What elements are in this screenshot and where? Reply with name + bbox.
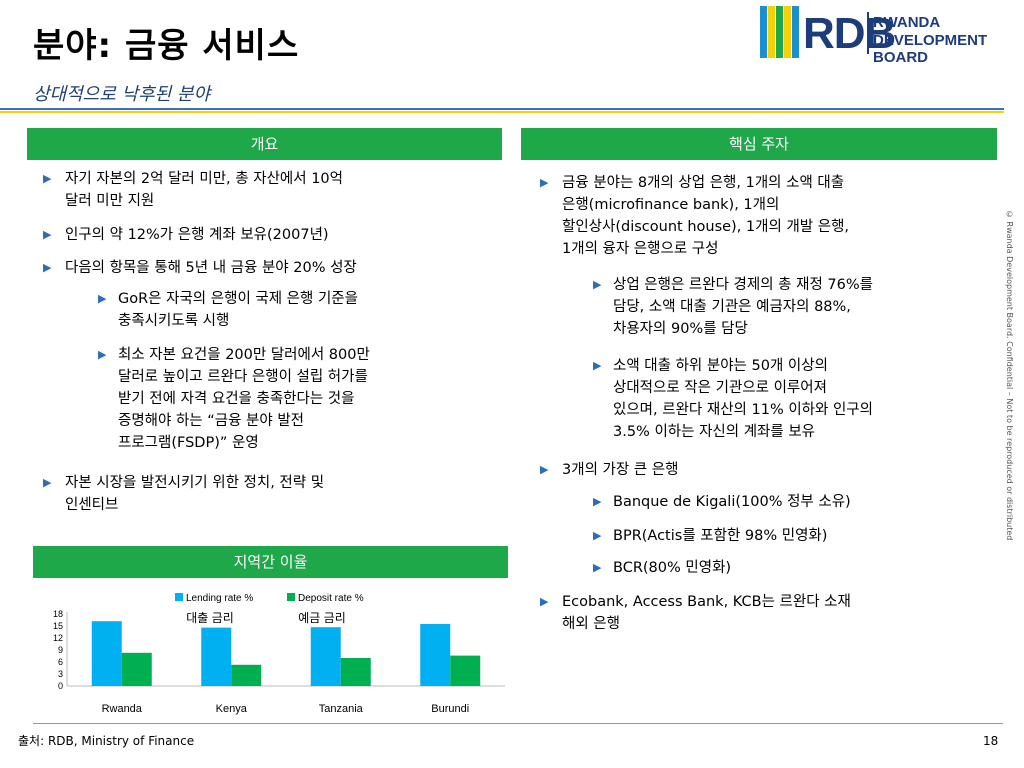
page-subtitle: 상대적으로 낙후된 분야 xyxy=(33,84,211,105)
bullet-arrow-icon: ▶ xyxy=(43,172,52,185)
bullet-arrow-icon: ▶ xyxy=(593,495,602,508)
bullet-arrow-icon: ▶ xyxy=(98,292,107,305)
left-bullet-1: ▶ 자기 자본의 2억 달러 미만, 총 자산에서 10억 달러 미만 지원 xyxy=(43,168,343,212)
y-tick-label: 3 xyxy=(58,669,63,679)
y-tick-label: 18 xyxy=(53,609,63,619)
right-subbullet-1: ▶ 상업 은행은 르완다 경제의 총 재정 76%를 담당, 소액 대출 기관은 … xyxy=(593,274,873,340)
right-subbullet-5: ▶ BCR(80% 민영화) xyxy=(593,557,731,579)
logo-line1: RWANDA xyxy=(873,14,941,31)
left-subbullet-2: ▶ 최소 자본 요건을 200만 달러에서 800만 달러로 높이고 르완다 은행… xyxy=(98,344,370,454)
left-bullet-2: ▶ 인구의 약 12%가 은행 계좌 보유(2007년) xyxy=(43,224,329,246)
source-note: 출처: RDB, Ministry of Finance xyxy=(18,734,195,748)
bar-lending-rwanda xyxy=(91,621,122,686)
legend-swatch xyxy=(175,593,183,601)
bar-deposit-tanzania xyxy=(340,658,371,686)
right-subbullet-3: ▶ Banque de Kigali(100% 정부 소유) xyxy=(593,491,851,513)
bullet-arrow-icon: ▶ xyxy=(43,261,52,274)
bar-deposit-rwanda xyxy=(121,652,152,686)
category-label: Burundi xyxy=(431,703,469,715)
bullet-arrow-icon: ▶ xyxy=(593,278,602,291)
footer-rule xyxy=(33,723,1003,724)
right-bullet-2: ▶ 3개의 가장 큰 은행 xyxy=(540,459,678,481)
bullet-arrow-icon: ▶ xyxy=(43,228,52,241)
category-label: Tanzania xyxy=(319,703,364,715)
y-tick-label: 12 xyxy=(53,633,63,643)
header-rule-blue xyxy=(0,108,1004,110)
right-bullet-1: ▶ 금융 분야는 8개의 상업 은행, 1개의 소액 대출 은행(microfin… xyxy=(540,172,849,260)
bullet-arrow-icon: ▶ xyxy=(540,595,549,608)
page-title: 분야: 금융 서비스 xyxy=(33,26,300,66)
logo-line2: DEVELOPMENT BOARD xyxy=(873,32,988,66)
bullet-arrow-icon: ▶ xyxy=(593,561,602,574)
y-tick-label: 15 xyxy=(53,621,63,631)
left-bullet-3: ▶ 다음의 항목을 통해 5년 내 금융 분야 20% 성장 xyxy=(43,257,357,279)
y-tick-label: 0 xyxy=(58,681,63,691)
legend-korean-label: 대출 금리 xyxy=(186,611,234,625)
bullet-arrow-icon: ▶ xyxy=(593,359,602,372)
right-subbullet-4: ▶ BPR(Actis를 포함한 98% 민영화) xyxy=(593,525,827,547)
overview-header: 개요 xyxy=(27,128,502,160)
right-bullet-3: ▶ Ecobank, Access Bank, KCB는 르완다 소재 해외 은행 xyxy=(540,591,851,635)
bullet-arrow-icon: ▶ xyxy=(98,348,107,361)
rdb-logo-mark: RDB xyxy=(803,9,896,58)
right-subbullet-2: ▶ 소액 대출 하위 분야는 50개 이상의 상대적으로 작은 기관으로 이루어져… xyxy=(593,355,873,443)
category-label: Kenya xyxy=(216,703,248,715)
legend-korean-label: 예금 금리 xyxy=(298,611,346,625)
category-label: Rwanda xyxy=(102,703,143,715)
legend-label: Deposit rate % xyxy=(298,593,364,604)
page-number: 18 xyxy=(983,734,999,748)
rdb-logo-flag xyxy=(760,6,800,58)
bar-lending-burundi xyxy=(420,624,451,686)
logo-divider xyxy=(867,12,869,54)
header-rule-yellow xyxy=(0,111,1004,113)
bullet-arrow-icon: ▶ xyxy=(540,176,549,189)
bullet-arrow-icon: ▶ xyxy=(540,463,549,476)
left-subbullet-1: ▶ GoR은 자국의 은행이 국제 은행 기준을 충족시키도록 시행 xyxy=(98,288,358,332)
key-players-header: 핵심 주자 xyxy=(521,128,997,160)
confidential-note: © Rwanda Development Board. Confidential… xyxy=(1005,210,1014,541)
bullet-arrow-icon: ▶ xyxy=(43,476,52,489)
y-tick-label: 6 xyxy=(58,657,63,667)
bullet-arrow-icon: ▶ xyxy=(593,529,602,542)
legend-label: Lending rate % xyxy=(186,593,253,604)
bar-deposit-burundi xyxy=(450,655,481,686)
left-bullet-4: ▶ 자본 시장을 발전시키기 위한 정치, 전략 및 인센티브 xyxy=(43,472,324,516)
bar-lending-kenya xyxy=(201,627,232,686)
bar-lending-tanzania xyxy=(310,627,341,686)
y-tick-label: 9 xyxy=(58,645,63,655)
chart-header: 지역간 이율 xyxy=(33,546,508,578)
legend-swatch xyxy=(287,593,295,601)
interest-rate-chart: Lending rate % 대출 금리 Deposit rate % 예금 금리 1… xyxy=(53,593,505,715)
bar-deposit-kenya xyxy=(231,664,262,686)
